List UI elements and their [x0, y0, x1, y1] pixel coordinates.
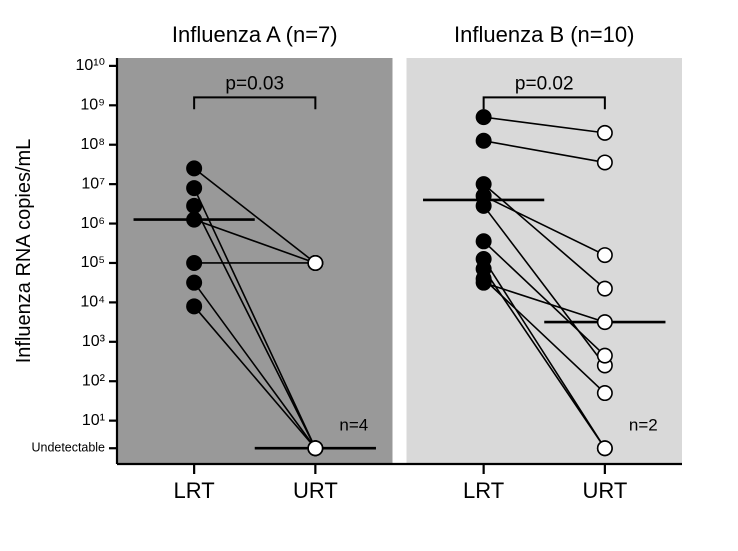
y-tick-label: 10⁴ [80, 294, 105, 311]
marker-lrt [187, 212, 201, 226]
marker-urt [598, 386, 612, 400]
paired-scatter-figure: Undetectable 10¹ 10² 10³ 10⁴ 10⁵ 10⁶ 10⁷ 10⁸ 10⁹ 1… [0, 0, 738, 551]
y-tick-label: 10⁶ [81, 215, 105, 232]
y-tick-label: 10⁷ [81, 175, 105, 192]
marker-lrt [476, 234, 490, 248]
y-axis-label: Influenza RNA copies/mL [13, 139, 35, 364]
marker-lrt [187, 299, 201, 313]
marker-urt [308, 441, 322, 455]
y-tick-label: 10¹⁰ [75, 57, 105, 74]
y-tick-label: 10¹ [82, 412, 105, 429]
marker-lrt [476, 199, 490, 213]
marker-urt [598, 126, 612, 140]
marker-lrt [187, 256, 201, 270]
annotation: n=4 [339, 415, 368, 434]
panel-title: Influenza B (n=10) [454, 22, 634, 47]
annotation: n=2 [629, 415, 658, 434]
y-tick-label: 10⁵ [81, 254, 105, 271]
marker-urt [598, 348, 612, 362]
marker-lrt [187, 161, 201, 175]
x-tick-label: LRT [463, 478, 504, 503]
marker-urt [308, 256, 322, 270]
marker-urt [598, 441, 612, 455]
p-value-label: p=0.03 [225, 73, 284, 94]
x-tick-label: LRT [174, 478, 215, 503]
chart-svg: Undetectable 10¹ 10² 10³ 10⁴ 10⁵ 10⁶ 10⁷ 10⁸ 10⁹ 1… [0, 0, 738, 551]
marker-lrt [476, 275, 490, 289]
y-tick-label: 10⁸ [80, 136, 105, 153]
marker-urt [598, 315, 612, 329]
panel-bg [117, 58, 393, 464]
y-tick-label: 10³ [82, 333, 106, 350]
y-tick-label: 10² [82, 372, 106, 389]
marker-lrt [187, 275, 201, 289]
marker-urt [598, 155, 612, 169]
marker-lrt [187, 199, 201, 213]
marker-urt [598, 281, 612, 295]
panel-title: Influenza A (n=7) [172, 22, 338, 47]
p-value-label: p=0.02 [515, 73, 574, 94]
marker-lrt [187, 181, 201, 195]
x-tick-label: URT [293, 478, 338, 503]
marker-urt [598, 248, 612, 262]
panel-bg [407, 58, 683, 464]
y-tick-label: Undetectable [32, 441, 106, 455]
x-tick-label: URT [582, 478, 627, 503]
y-tick-label: 10⁹ [80, 97, 105, 114]
marker-lrt [476, 110, 490, 124]
marker-lrt [476, 134, 490, 148]
